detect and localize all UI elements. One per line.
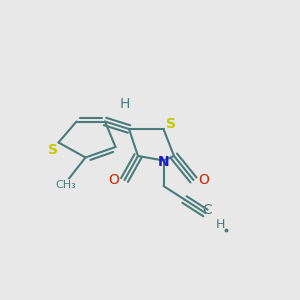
Text: C: C xyxy=(202,203,212,217)
Text: H: H xyxy=(119,97,130,110)
Text: S: S xyxy=(166,118,176,131)
Text: O: O xyxy=(109,173,119,187)
Text: S: S xyxy=(47,143,58,157)
Text: N: N xyxy=(158,155,169,169)
Text: H: H xyxy=(216,218,225,232)
Text: O: O xyxy=(199,173,209,187)
Text: CH₃: CH₃ xyxy=(56,179,76,190)
